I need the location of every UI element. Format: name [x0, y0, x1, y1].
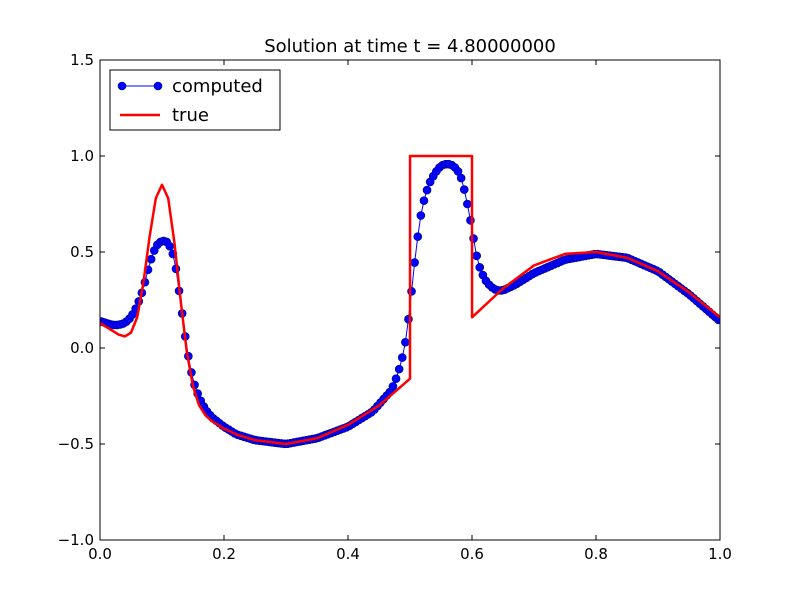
x-tick-label: 0.2 [212, 545, 236, 563]
computed-point [401, 337, 410, 347]
x-tick-label: 0.4 [336, 545, 360, 563]
computed-point [472, 251, 481, 261]
x-tick-label: 0.0 [88, 545, 112, 563]
x-tick-label: 1.0 [708, 545, 732, 563]
legend-true-label: true [172, 105, 209, 126]
y-tick-label: −0.5 [58, 435, 94, 453]
computed-point [391, 374, 401, 384]
computed-point [416, 211, 426, 220]
computed-point [407, 287, 416, 296]
computed-point [456, 173, 466, 183]
y-tick-label: 1.0 [70, 147, 94, 165]
y-tick-label: 0.0 [70, 339, 94, 357]
legend: computed true [109, 69, 281, 131]
computed-point [459, 185, 469, 194]
computed-point [463, 199, 472, 209]
computed-point [397, 353, 407, 362]
computed-point [422, 185, 432, 195]
computed-point [413, 232, 423, 241]
y-tick-label: 1.5 [70, 51, 94, 69]
computed-point [475, 263, 485, 272]
legend-computed-label: computed [172, 76, 263, 97]
computed-point [146, 254, 156, 264]
computed-point [394, 364, 404, 374]
x-tick-label: 0.6 [460, 545, 484, 563]
computed-point [469, 234, 478, 243]
x-tick-label: 0.8 [584, 545, 608, 563]
chart-title: Solution at time t = 4.80000000 [264, 36, 556, 57]
computed-point [410, 258, 419, 267]
true-series-line [100, 154, 720, 446]
computed-point [388, 382, 398, 391]
computed-point [165, 241, 175, 251]
y-tick-label: −1.0 [58, 531, 94, 549]
computed-point [419, 196, 429, 205]
legend-box [109, 69, 281, 131]
plot-area-frame [99, 59, 721, 541]
y-tick-label: 0.5 [70, 243, 94, 261]
legend-computed-marker-right [153, 81, 163, 91]
legend-computed-marker-left [117, 81, 127, 91]
